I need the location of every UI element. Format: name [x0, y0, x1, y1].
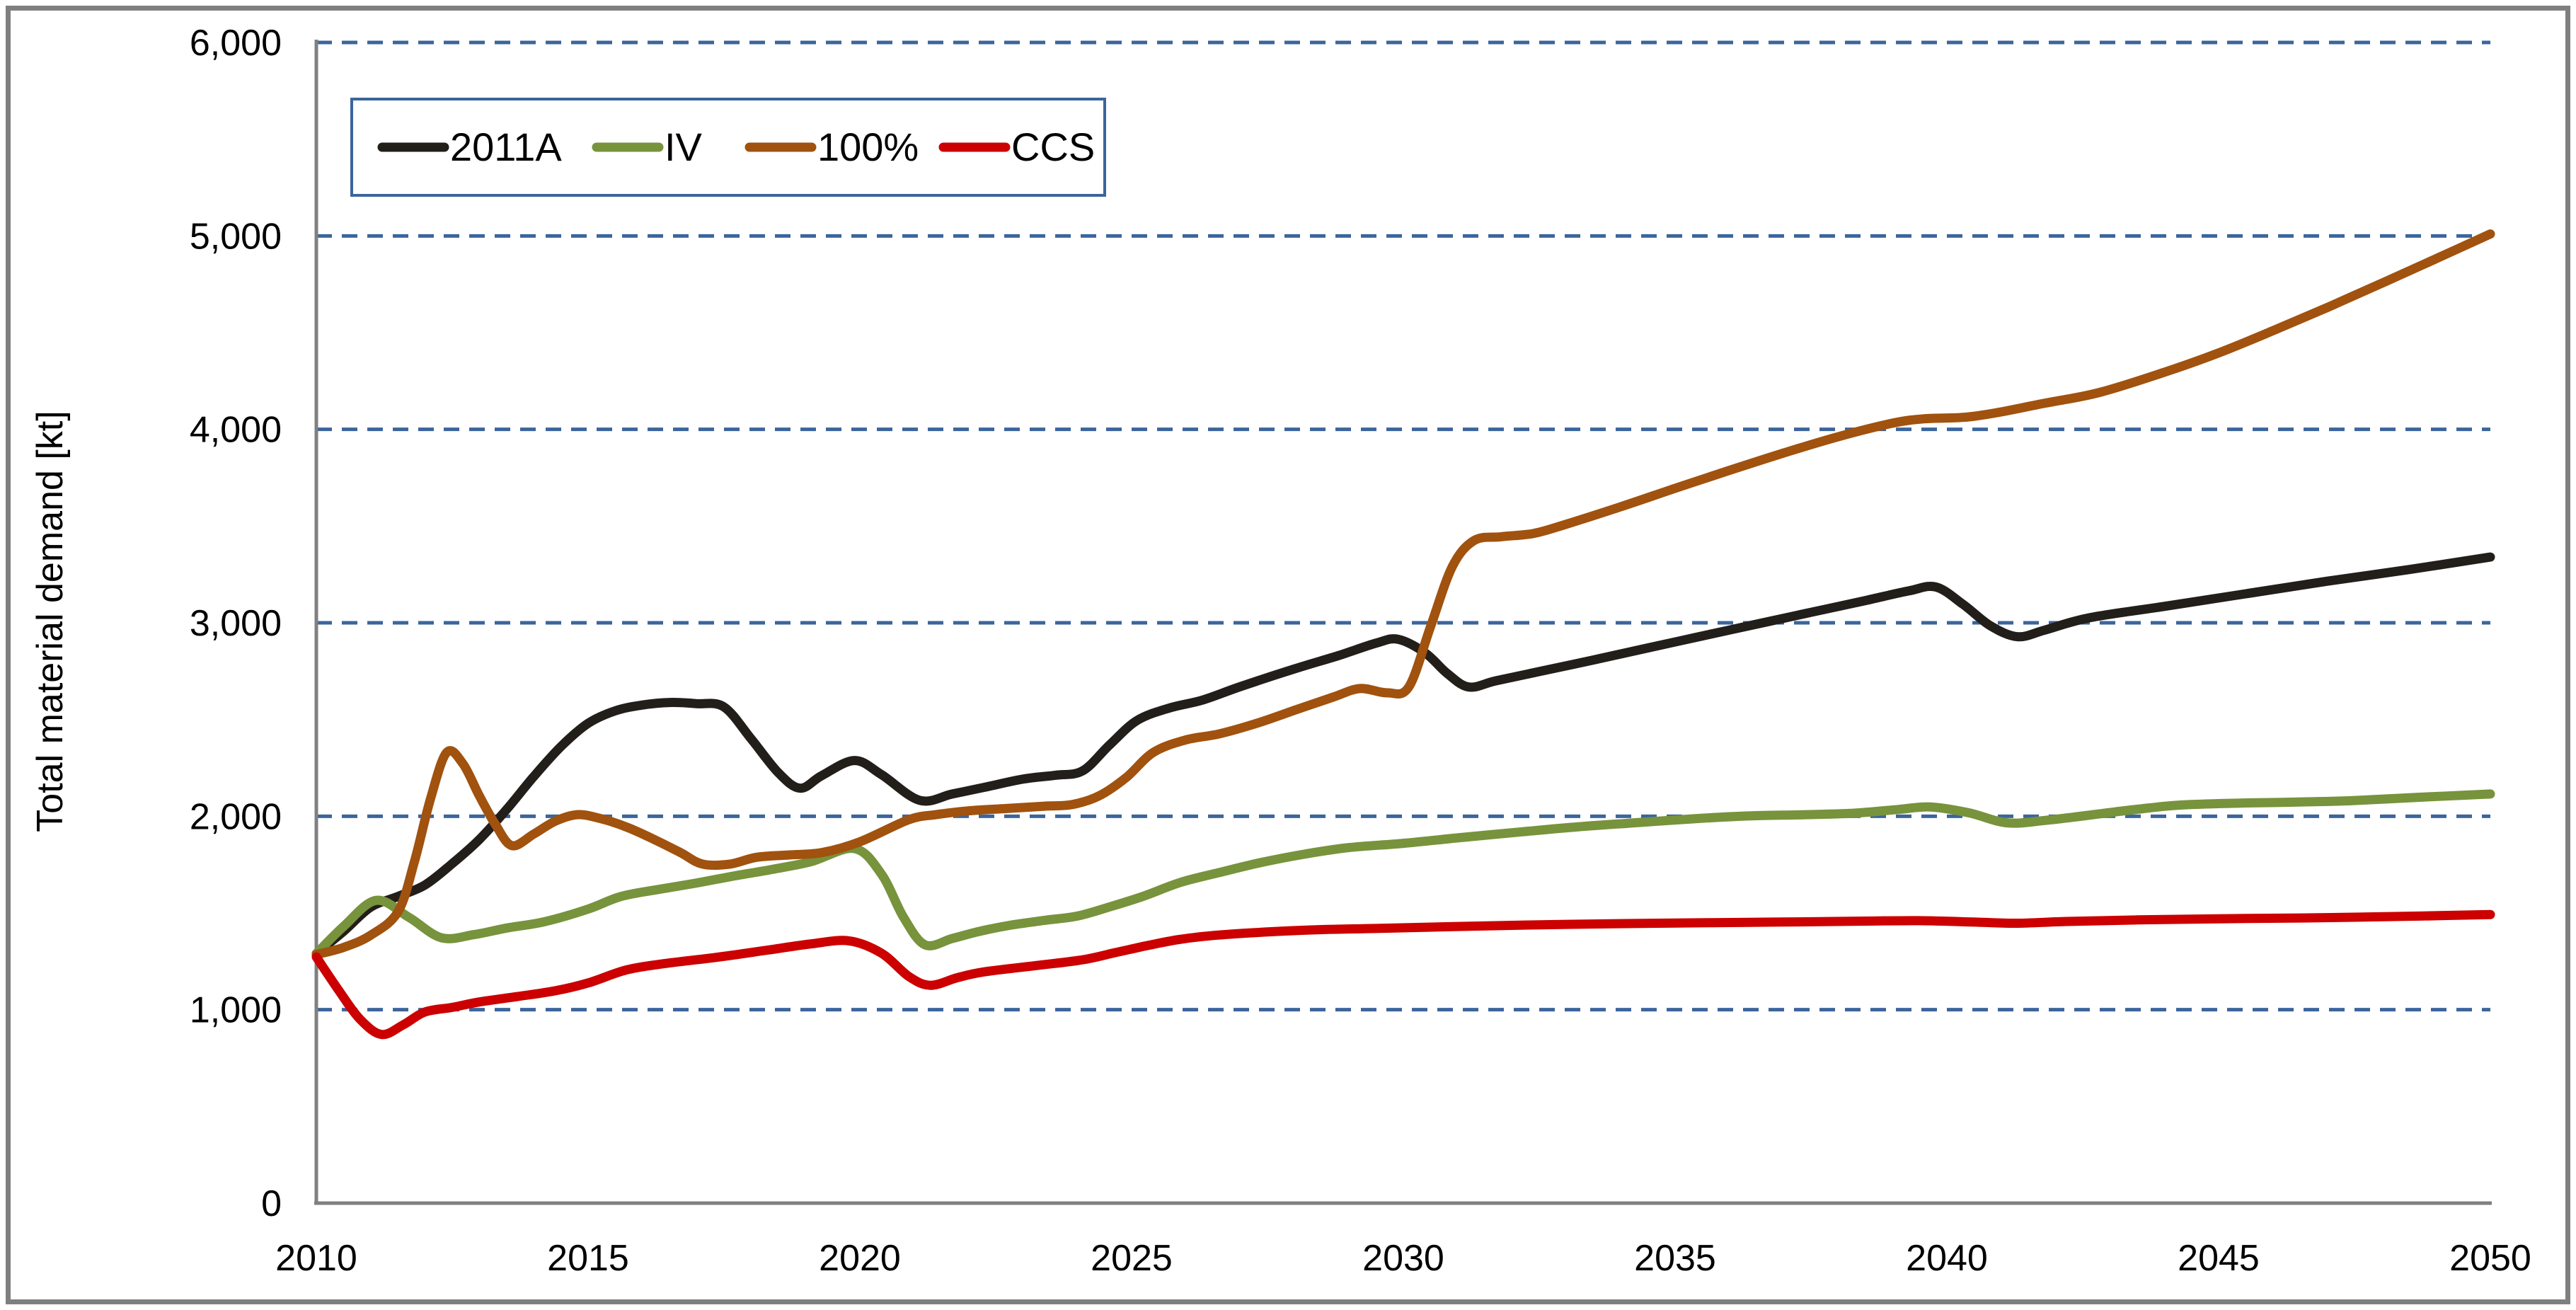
series-line-100- [311, 229, 2495, 960]
y-axis-tick-labels: 0 1,000 2,000 3,000 4,000 5,000 6,000 [190, 23, 282, 1224]
y-axis-title: Total material demand [kt] [30, 410, 71, 832]
series-line-iv [311, 789, 2495, 958]
x-tick-label: 2015 [547, 1238, 629, 1279]
y-tick-label: 2,000 [190, 796, 282, 837]
series-line-2011a [311, 552, 2495, 958]
y-tick-label: 3,000 [190, 603, 282, 644]
x-tick-label: 2020 [819, 1238, 901, 1279]
x-tick-label: 2030 [1362, 1238, 1444, 1279]
axes [314, 40, 2492, 1205]
y-tick-label: 4,000 [190, 410, 282, 451]
legend-label: 2011A [450, 125, 562, 169]
x-tick-label: 2035 [1634, 1238, 1716, 1279]
legend-label: 100% [817, 125, 919, 169]
y-tick-label: 5,000 [190, 216, 282, 257]
y-tick-label: 1,000 [190, 990, 282, 1031]
x-tick-label: 2040 [1906, 1238, 1988, 1279]
legend: 2011A IV 100% CCS [350, 98, 1106, 197]
x-tick-label: 2025 [1091, 1238, 1173, 1279]
x-tick-label: 2010 [275, 1238, 357, 1279]
gridlines [316, 40, 2490, 1012]
x-tick-label: 2050 [2449, 1238, 2531, 1279]
y-tick-label: 6,000 [190, 23, 282, 64]
plot-series [311, 229, 2495, 1040]
x-axis-tick-labels: 2010 2015 2020 2025 2030 2035 2040 2045 2050 [275, 1238, 2531, 1279]
y-tick-label: 0 [261, 1183, 282, 1224]
series-line-ccs [311, 909, 2495, 1040]
legend-label: CCS [1011, 125, 1095, 169]
figure-border [6, 6, 2570, 1304]
x-tick-label: 2045 [2178, 1238, 2260, 1279]
legend-label: IV [665, 125, 703, 169]
